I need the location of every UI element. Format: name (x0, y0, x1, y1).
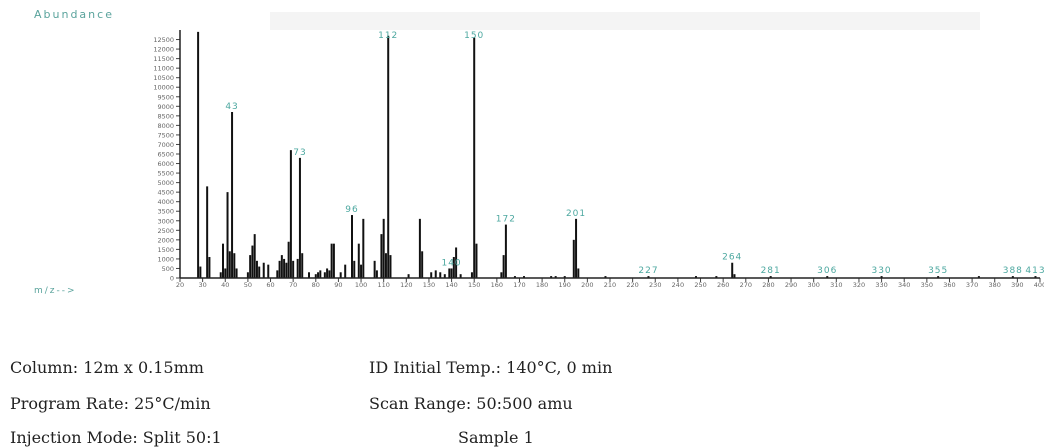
x-tick-label: 50 (244, 281, 252, 289)
x-tick-label: 280 (762, 281, 774, 289)
x-tick-label: 30 (198, 281, 206, 289)
x-tick-label: 150 (468, 281, 480, 289)
y-tick-label: 10500 (153, 74, 174, 82)
peak-label-330: 330 (871, 266, 891, 276)
x-axis-title: m/z--> (34, 286, 77, 296)
x-tick-label: 100 (355, 281, 367, 289)
x-tick-label: 320 (853, 281, 865, 289)
peak-label-306: 306 (817, 266, 837, 276)
x-tick-label: 110 (377, 281, 389, 289)
y-tick-label: 12500 (153, 36, 174, 44)
y-axis-title: Abundance (34, 8, 114, 21)
peak-label-172: 172 (496, 215, 516, 225)
x-tick-label: 390 (1011, 281, 1023, 289)
y-tick-label: 6000 (157, 160, 174, 168)
peak-label-43: 43 (225, 102, 238, 112)
x-tick-label: 290 (785, 281, 797, 289)
x-tick-label: 380 (989, 281, 1001, 289)
x-tick-label: 20 (176, 281, 184, 289)
x-tick-label: 250 (694, 281, 706, 289)
x-tick-label: 260 (717, 281, 729, 289)
x-tick-label: 310 (830, 281, 842, 289)
y-tick-label: 9500 (157, 93, 174, 101)
x-tick-label: 300 (807, 281, 819, 289)
x-tick-label: 330 (875, 281, 887, 289)
x-tick-label: 340 (898, 281, 910, 289)
x-tick-label: 370 (966, 281, 978, 289)
x-tick-label: 350 (921, 281, 933, 289)
y-tick-label: 2500 (157, 227, 174, 235)
y-tick-label: 1500 (157, 246, 174, 254)
peak-label-112: 112 (378, 31, 398, 41)
x-tick-label: 360 (943, 281, 955, 289)
peak-label-96: 96 (345, 205, 358, 215)
y-tick-label: 7000 (157, 141, 174, 149)
y-tick-label: 4500 (157, 189, 174, 197)
y-tick-label: 500 (162, 265, 174, 273)
peak-label-150: 150 (464, 31, 484, 41)
peak-labels: 43 73 96 112 150 140 172 201 264 227 281 306 330 355 3… (225, 31, 1044, 276)
x-tick-label: 230 (649, 281, 661, 289)
peak-label-264: 264 (722, 253, 742, 263)
y-tick-label: 4000 (157, 198, 174, 206)
mass-spectrum-chart: Abundance m/z--> 05001000150020002500300… (34, 8, 1044, 296)
x-tick-label: 170 (513, 281, 525, 289)
y-tick-label: 12000 (153, 46, 174, 54)
peak-label-73: 73 (293, 148, 306, 158)
x-tick-label: 200 (581, 281, 593, 289)
spectrum-peaks (197, 31, 1037, 278)
x-tick-label: 80 (312, 281, 320, 289)
y-tick-label: 6500 (157, 151, 174, 159)
x-tick-label: 130 (423, 281, 435, 289)
peak-label-388: 388 (1003, 266, 1023, 276)
peak-label-281: 281 (761, 266, 781, 276)
y-tick-label: 3000 (157, 217, 174, 225)
column-info: Column: 12m x 0.15mm (10, 358, 204, 377)
title-band (270, 12, 980, 30)
peak-label-201: 201 (566, 209, 586, 219)
y-tick-label: 11000 (153, 65, 174, 73)
id-initial-temp-info: ID Initial Temp.: 140°C, 0 min (369, 358, 613, 377)
peak-label-413: 413 (1025, 266, 1044, 276)
y-tick-label: 8500 (157, 112, 174, 120)
x-tick-label: 60 (266, 281, 274, 289)
x-tick-label: 270 (740, 281, 752, 289)
scan-range-info: Scan Range: 50:500 amu (369, 394, 573, 413)
peak-label-355: 355 (928, 266, 948, 276)
y-tick-label: 10000 (153, 84, 174, 92)
y-tick-label: 5000 (157, 179, 174, 187)
x-tick-label: 220 (626, 281, 638, 289)
peak-label-227: 227 (638, 266, 658, 276)
x-tick-label: 120 (400, 281, 412, 289)
sample-label: Sample 1 (458, 428, 534, 447)
x-tick-label: 90 (334, 281, 342, 289)
y-tick-label: 7500 (157, 131, 174, 139)
program-rate-info: Program Rate: 25°C/min (10, 394, 211, 413)
x-tick-label: 240 (672, 281, 684, 289)
x-tick-label: 160 (491, 281, 503, 289)
x-tick-label: 400 (1034, 281, 1044, 289)
x-tick-label: 70 (289, 281, 297, 289)
y-tick-label: 2000 (157, 236, 174, 244)
y-tick-label: 0 (170, 275, 174, 283)
y-tick-label: 3500 (157, 208, 174, 216)
y-tick-label: 9000 (157, 103, 174, 111)
y-tick-label: 8000 (157, 122, 174, 130)
x-axis-ticks: 20 30 40 50 60 70 80 90 100 110 120 130 140 150 160 170… (176, 278, 1044, 289)
x-tick-label: 40 (221, 281, 229, 289)
x-tick-label: 210 (604, 281, 616, 289)
y-tick-label: 11500 (153, 55, 174, 63)
x-tick-label: 140 (445, 281, 457, 289)
peak-label-140: 140 (441, 258, 461, 268)
injection-mode-info: Injection Mode: Split 50:1 (10, 428, 222, 447)
y-tick-label: 1000 (157, 255, 174, 263)
x-tick-label: 180 (536, 281, 548, 289)
x-tick-label: 190 (559, 281, 571, 289)
y-tick-label: 5500 (157, 170, 174, 178)
